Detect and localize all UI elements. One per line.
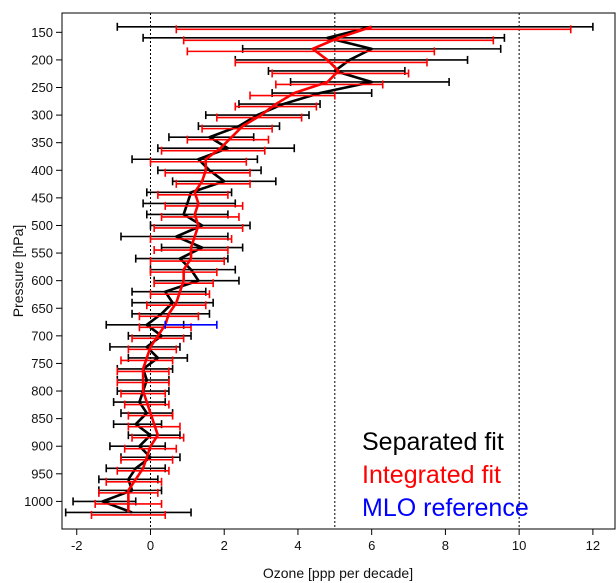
y-tick-label: 900: [31, 439, 53, 454]
y-tick-label: 700: [31, 328, 53, 343]
plot-frame: [61, 12, 616, 530]
legend: Separated fit Integrated fit MLO reference: [362, 428, 529, 522]
legend-entry: Integrated fit: [362, 461, 501, 489]
profile-line: [101, 25, 373, 514]
legend-entry: MLO reference: [362, 494, 529, 522]
x-tick-label: 10: [512, 538, 526, 553]
y-tick-label: 1000: [24, 494, 53, 509]
y-tick-label: 300: [31, 108, 53, 123]
y-tick-label: 650: [31, 301, 53, 316]
x-tick-label: 8: [442, 538, 449, 553]
y-axis: 150 200 250 300 350 400 450 500 550 600 650 700 750 8…: [24, 25, 62, 509]
x-axis-title: Ozone [ppp per decade]: [263, 565, 413, 581]
y-tick-label: 450: [31, 190, 53, 205]
x-tick-label: 0: [147, 538, 154, 553]
y-tick-label: 600: [31, 273, 53, 288]
y-tick-label: 400: [31, 163, 53, 178]
y-tick-label: 500: [31, 218, 53, 233]
series-integrated-fit: [90, 25, 572, 519]
x-axis: -2 0 2 4 6 8 10 12: [71, 529, 600, 553]
y-tick-label: 550: [31, 246, 53, 261]
x-tick-label: 6: [368, 538, 375, 553]
y-tick-label: 350: [31, 135, 53, 150]
y-tick-label: 750: [31, 356, 53, 371]
x-tick-label: 2: [221, 538, 228, 553]
y-tick-label: 800: [31, 384, 53, 399]
x-tick-label: 12: [586, 538, 600, 553]
y-tick-label: 850: [31, 411, 53, 426]
y-axis-title: Pressure [hPa]: [10, 225, 26, 318]
profile-line: [127, 25, 373, 513]
y-tick-label: 250: [31, 80, 53, 95]
y-tick-label: 150: [31, 25, 53, 40]
series-mlo-reference: [164, 320, 218, 329]
x-tick-label: -2: [71, 538, 83, 553]
y-tick-label: 950: [31, 466, 53, 481]
series-separated-fit: [64, 22, 594, 517]
series-layer: [64, 22, 594, 519]
x-tick-label: 4: [294, 538, 301, 553]
y-tick-label: 200: [31, 52, 53, 67]
legend-entry: Separated fit: [362, 428, 504, 456]
